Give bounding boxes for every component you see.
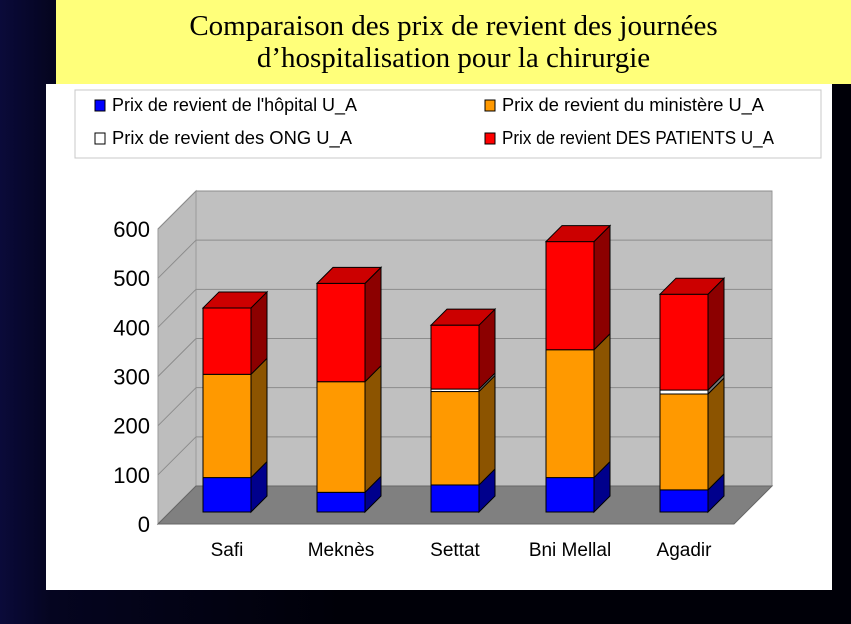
y-tick-label-600: 600 xyxy=(113,217,150,242)
y-tick-label-200: 200 xyxy=(113,414,150,439)
gridline-side-200 xyxy=(157,387,197,427)
y-tick-label-400: 400 xyxy=(113,315,150,340)
bar-top-3 xyxy=(429,308,497,326)
title-line-2: d’hospitalisation pour la chirurgie xyxy=(256,42,651,74)
bar-top-5 xyxy=(658,277,726,295)
bar-segment-5-2 xyxy=(659,393,709,491)
legend-swatch-4 xyxy=(484,132,496,145)
gridline-side-400 xyxy=(157,288,197,328)
bar-segment-2-4 xyxy=(316,282,366,383)
bar-top-2 xyxy=(315,266,383,284)
legend-box xyxy=(74,89,822,159)
bar-side-1-2 xyxy=(250,357,268,479)
gridline-side-600 xyxy=(157,190,197,230)
bar-segment-5-4 xyxy=(659,293,709,391)
x-tick-label-5: Agadir xyxy=(657,540,713,561)
x-tick-label-2: Meknès xyxy=(308,540,375,561)
bar-group-2 xyxy=(315,266,383,514)
bar-segment-2-1 xyxy=(316,491,366,513)
bar-group-4 xyxy=(544,224,612,514)
bar-side-4-4 xyxy=(593,224,611,351)
bars xyxy=(201,224,726,514)
y-tick-label-100: 100 xyxy=(113,463,150,488)
bar-side-2-2 xyxy=(364,364,382,494)
bar-top-1 xyxy=(201,291,269,309)
gridline-side-500 xyxy=(157,239,197,279)
bar-segment-4-2 xyxy=(545,349,595,479)
bar-segment-2-2 xyxy=(316,381,366,493)
bar-group-3 xyxy=(429,307,497,514)
legend: Prix de revient de l'hôpital U_A Prix de … xyxy=(74,89,822,159)
bar-segment-1-2 xyxy=(202,373,252,479)
legend-swatch-1 xyxy=(94,99,106,112)
x-tick-label-4: Bni Mellal xyxy=(529,540,611,561)
bar-segment-3-2 xyxy=(430,391,480,486)
bar-segment-4-4 xyxy=(545,241,595,351)
bar-side-2-4 xyxy=(364,266,382,383)
gridline-side-300 xyxy=(157,338,197,377)
bar-segment-3-1 xyxy=(430,484,480,513)
bar-segment-5-1 xyxy=(659,489,709,513)
bar-segment-4-1 xyxy=(545,477,595,513)
title-box: Comparaison des prix de revient des jour… xyxy=(56,0,851,84)
y-tick-label-0: 0 xyxy=(138,512,150,537)
bar-segment-5-3 xyxy=(659,389,709,395)
legend-label-4: Prix de revient DES PATIENTS U_A xyxy=(502,128,774,149)
legend-label-1: Prix de revient de l'hôpital U_A xyxy=(112,95,357,116)
bar-group-5 xyxy=(658,276,726,514)
title-line-1: Comparaison des prix de revient des jour… xyxy=(189,10,718,42)
gridline-side-100 xyxy=(157,436,197,476)
bar-group-1 xyxy=(201,290,269,514)
bar-segment-3-4 xyxy=(430,324,480,390)
bar-side-4-2 xyxy=(593,332,611,479)
bar-side-5-2 xyxy=(707,376,725,492)
bar-top-4 xyxy=(544,225,612,243)
bar-side-5-4 xyxy=(707,276,725,392)
bar-segment-1-1 xyxy=(202,477,252,513)
x-tick-label-1: Safi xyxy=(211,540,244,561)
y-tick-label-300: 300 xyxy=(113,365,150,390)
bar-segment-1-4 xyxy=(202,307,252,375)
y-tick-label-500: 500 xyxy=(113,266,150,291)
axis-labels: 0 100 200 300 400 500 600 Safi Meknès Settat Bni M… xyxy=(113,217,712,561)
legend-label-2: Prix de revient du ministère U_A xyxy=(502,95,764,116)
bar-side-3-2 xyxy=(478,374,496,487)
x-tick-label-3: Settat xyxy=(430,540,480,561)
legend-swatch-2 xyxy=(484,99,496,112)
legend-label-3: Prix de revient des ONG U_A xyxy=(112,128,352,149)
legend-swatch-3 xyxy=(94,132,106,145)
